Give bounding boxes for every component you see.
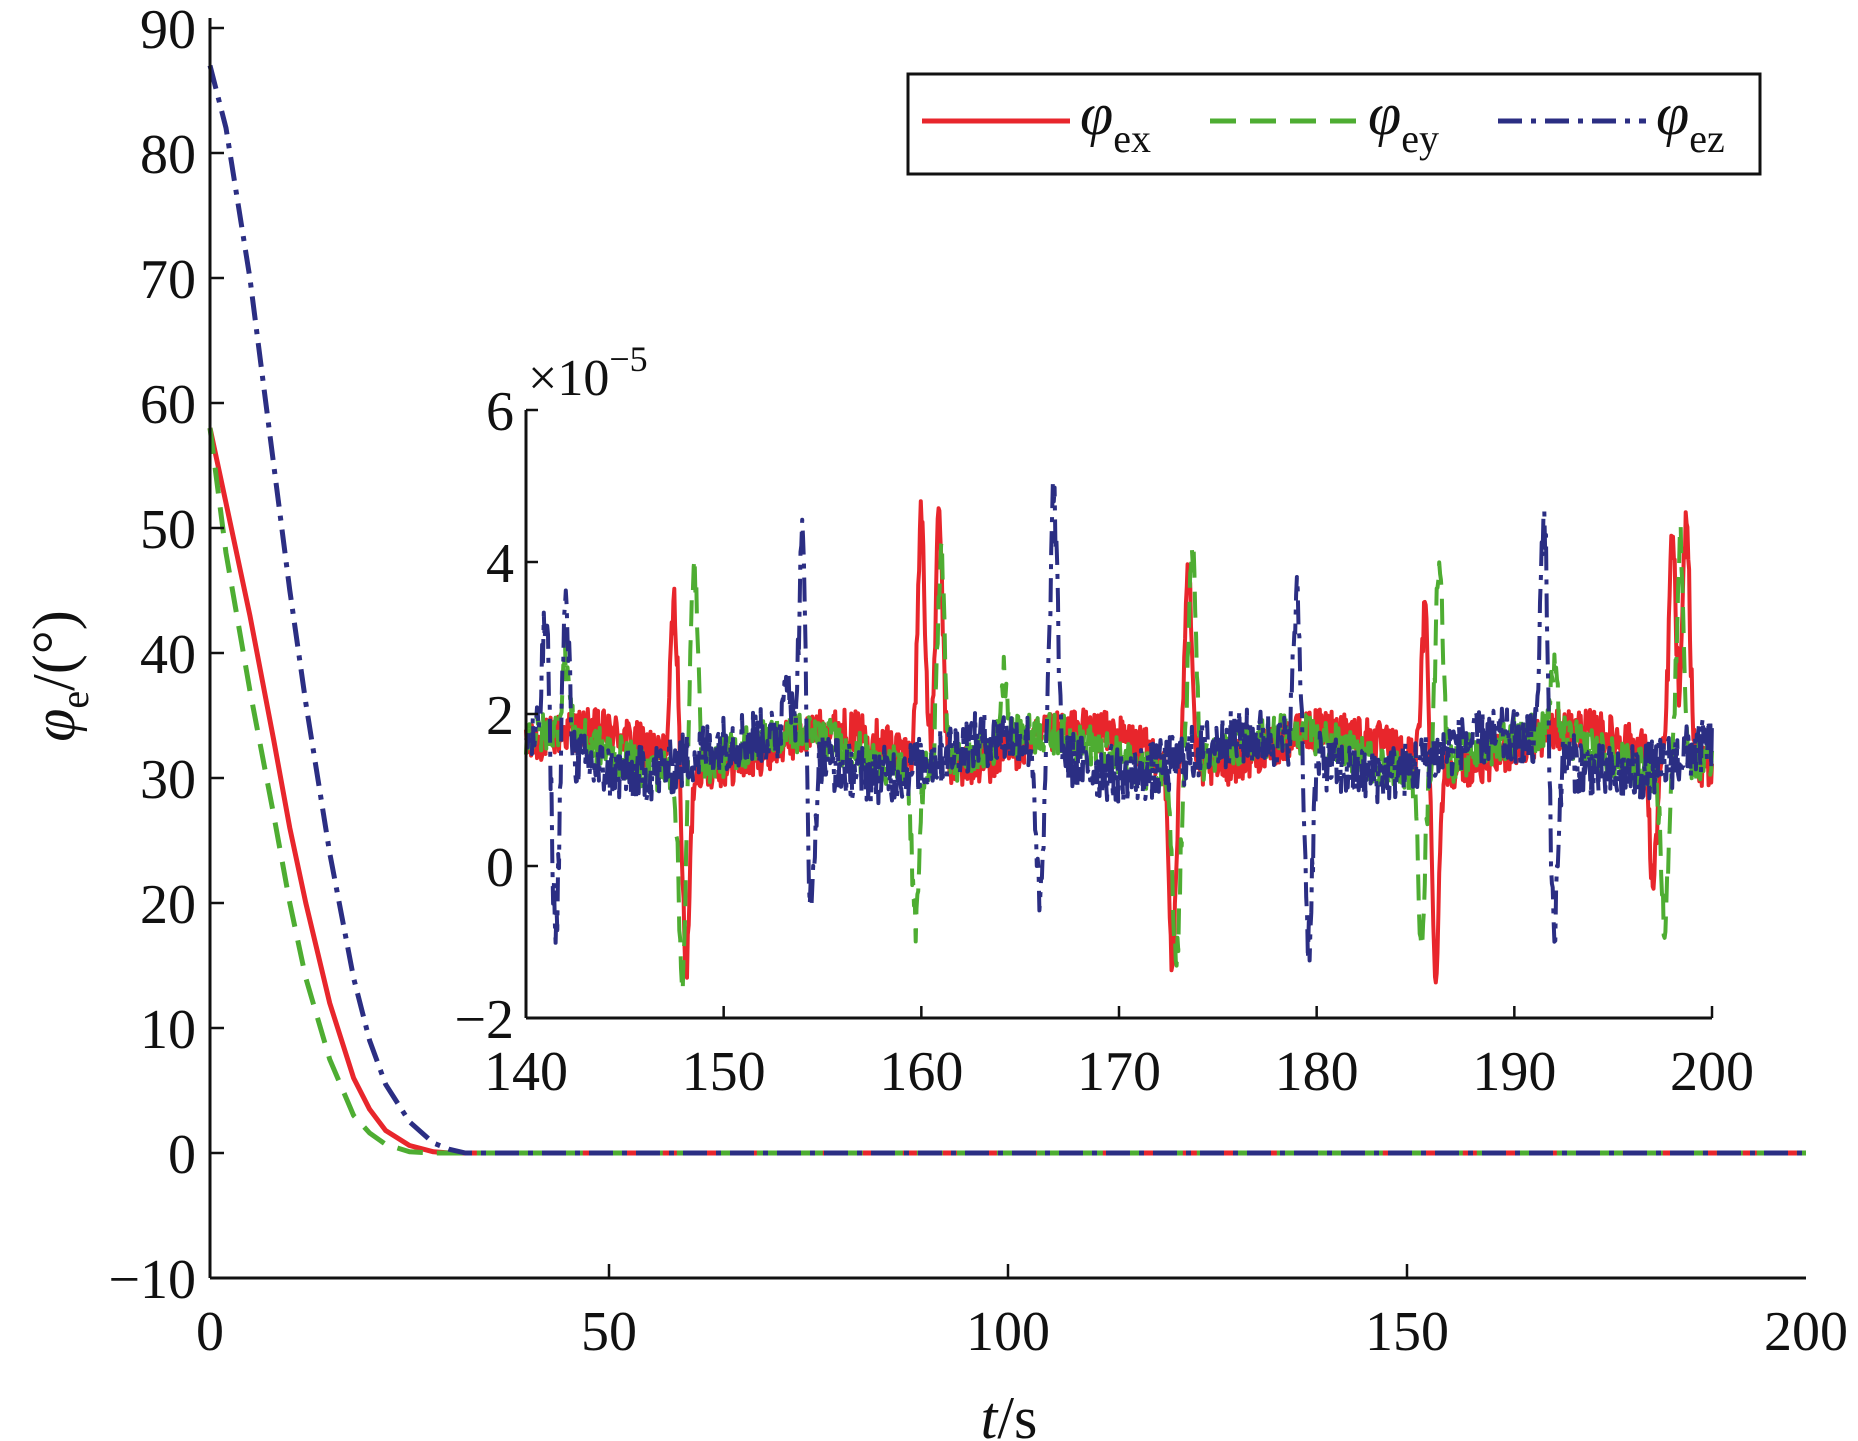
main-y-tick-label: 60 <box>140 374 196 436</box>
inset-x-tick-label: 180 <box>1275 1041 1359 1103</box>
inset-y-tick-label: 6 <box>486 381 514 443</box>
main-y-tick-label: 70 <box>140 249 196 311</box>
main-series-line-ez <box>207 64 1806 1156</box>
main-y-tick-label: 0 <box>168 1124 196 1186</box>
main-y-tick-label: 90 <box>140 0 196 61</box>
inset-y-tick-label: 0 <box>486 837 514 899</box>
main-x-tick-label: 50 <box>581 1301 637 1363</box>
x-axis-label: t/s <box>981 1385 1038 1441</box>
main-y-tick-label: 30 <box>140 749 196 811</box>
main-x-tick-label: 100 <box>966 1301 1050 1363</box>
main-x-tick-label: 150 <box>1365 1301 1449 1363</box>
inset-y-tick-label: 4 <box>486 533 514 595</box>
legend-label-ex: φex <box>1080 81 1151 161</box>
main-y-tick-label: 80 <box>140 124 196 186</box>
legend-box <box>906 72 1762 176</box>
inset-x-tick-label: 190 <box>1472 1041 1556 1103</box>
inset-y-tick-label: 2 <box>486 685 514 747</box>
y-axis-label: φe/(°) <box>21 610 97 742</box>
inset-x-tick-label: 200 <box>1670 1041 1754 1103</box>
inset-x-tick-label: 160 <box>879 1041 963 1103</box>
inset-scale-note: ×10−5 <box>528 339 648 407</box>
inset-y-tick-label: −2 <box>454 989 514 1051</box>
inset-series-group <box>524 478 1714 994</box>
main-y-tick-label: 50 <box>140 499 196 561</box>
main-x-tick-label: 200 <box>1764 1301 1848 1363</box>
main-y-tick-label: 40 <box>140 624 196 686</box>
inset-plot: 140 150 160 170 180 190 200 −2 0 2 4 6 ×10−5 <box>454 339 1754 1103</box>
main-y-tick-label: 10 <box>140 999 196 1061</box>
main-series-line-ey <box>207 427 1806 1156</box>
main-y-tick-label: −10 <box>108 1249 196 1311</box>
legend-label-ey: φey <box>1368 81 1439 161</box>
main-x-tick-label: 0 <box>196 1301 224 1363</box>
inset-x-tick-label: 140 <box>484 1041 568 1103</box>
inset-axes: 140 150 160 170 180 190 200 −2 0 2 4 6 <box>454 381 1754 1103</box>
legend-label-ez: φez <box>1656 81 1725 161</box>
inset-x-tick-label: 150 <box>682 1041 766 1103</box>
main-y-tick-label: 20 <box>140 874 196 936</box>
main-series-group <box>207 64 1806 1156</box>
legend: φex φey φez <box>906 72 1762 176</box>
inset-series-line-ez <box>524 478 1714 963</box>
inset-x-tick-label: 170 <box>1077 1041 1161 1103</box>
